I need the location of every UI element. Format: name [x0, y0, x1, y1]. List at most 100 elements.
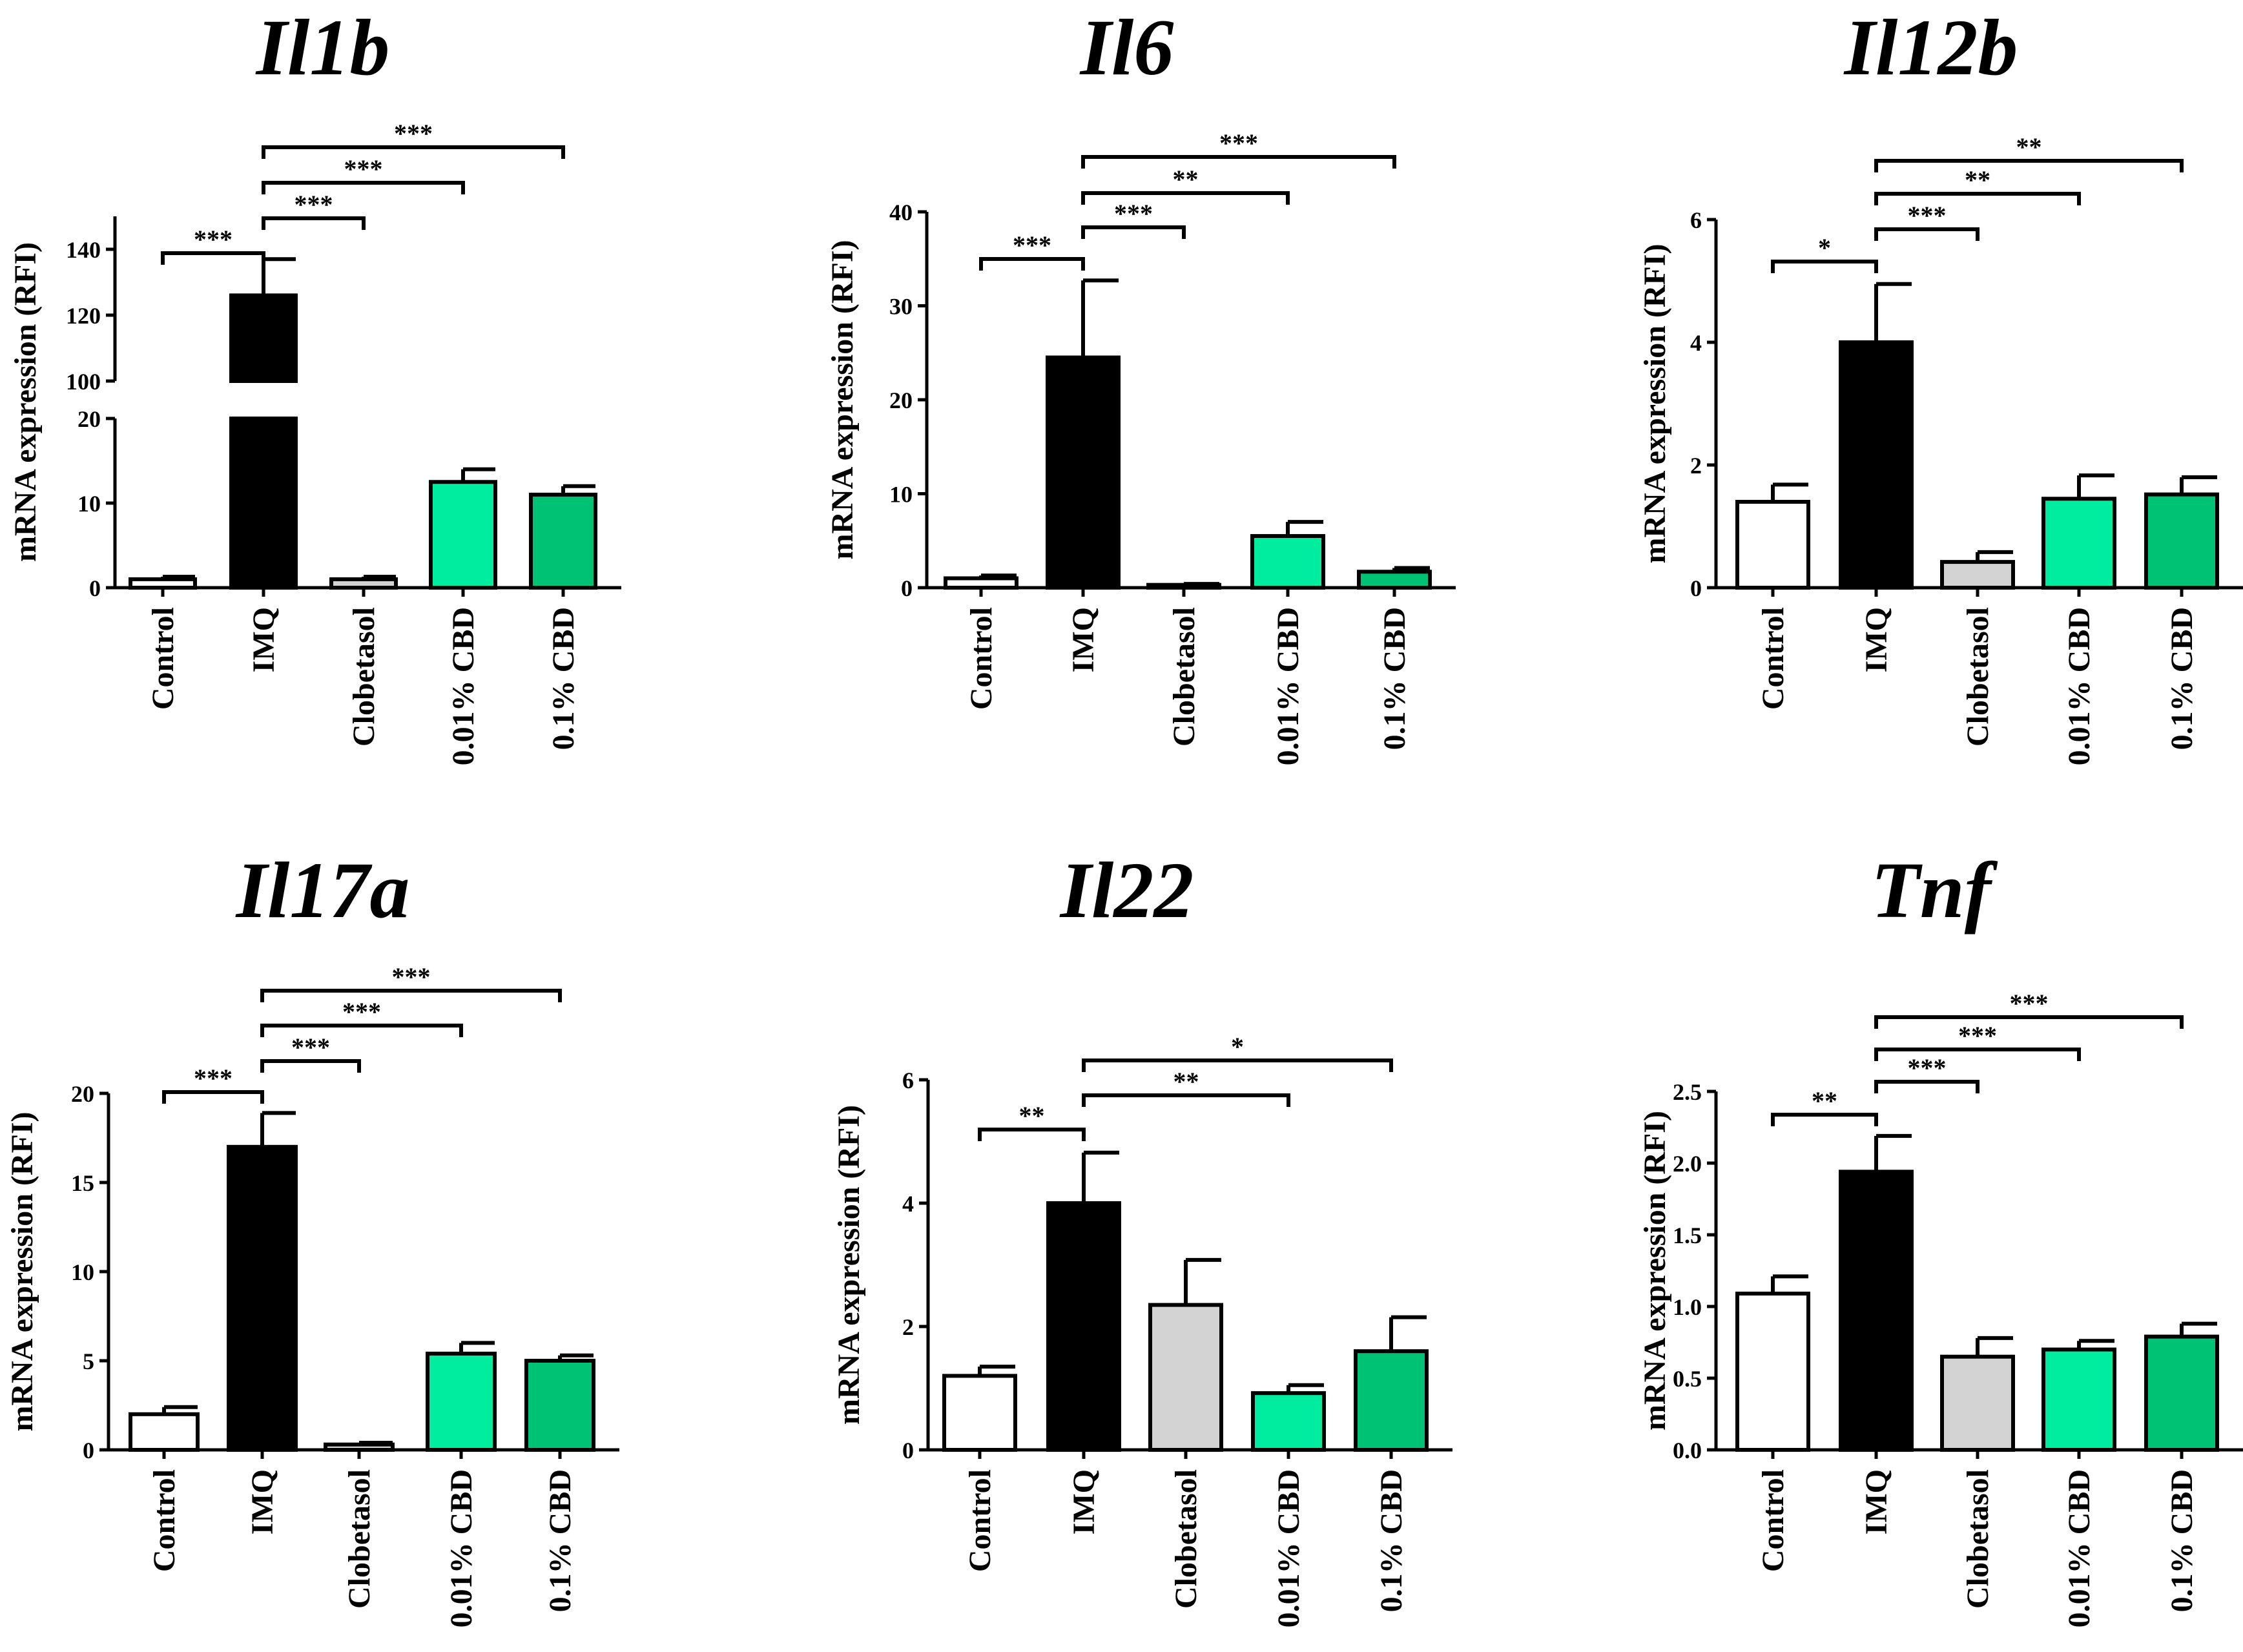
x-tick-label: 0.1% CBD — [1374, 1469, 1409, 1612]
y-tick-label: 10 — [78, 491, 101, 517]
significance-label: *** — [1908, 201, 1947, 230]
x-tick-label: IMQ — [1859, 1469, 1894, 1534]
y-tick-label: 2 — [1690, 453, 1702, 479]
bar-imq — [227, 1144, 298, 1452]
bar-0-01-cbd — [2041, 497, 2116, 590]
y-axis-label: mRNA expression (RFI) — [8, 242, 43, 562]
significance-bracket — [1082, 1093, 1290, 1107]
y-axis-label: mRNA expression (RFI) — [1638, 243, 1672, 563]
significance-label: *** — [2010, 989, 2049, 1018]
y-tick-label: 4 — [902, 1191, 914, 1217]
y-tick-label: 140 — [66, 237, 101, 263]
significance-bracket — [260, 1024, 463, 1037]
bar-imq — [1839, 1170, 1914, 1452]
x-tick-label: 0.1% CBD — [543, 1469, 577, 1612]
y-tick-label: 5 — [83, 1348, 94, 1374]
bar-0-01-cbd — [2041, 1347, 2116, 1452]
significance-label: *** — [1114, 199, 1153, 228]
significance-label: *** — [194, 1064, 233, 1093]
x-tick-label: 0.01% CBD — [2062, 607, 2096, 765]
significance-bracket — [979, 257, 1085, 271]
x-tick-label: Control — [963, 1469, 997, 1572]
y-axis-label: mRNA expression (RFI) — [5, 1111, 39, 1431]
significance-bracket — [161, 251, 265, 265]
x-tick-label: 0.1% CBD — [2165, 1469, 2199, 1612]
bar-control — [944, 576, 1018, 590]
bar-0-01-cbd — [1251, 1391, 1326, 1452]
y-tick-label: 0 — [1690, 575, 1702, 601]
y-tick-label: 2.5 — [1673, 1079, 1702, 1105]
x-tick-label: IMQ — [1066, 607, 1101, 672]
significance-label: ** — [1812, 1086, 1837, 1115]
y-tick-label: 20 — [889, 387, 913, 413]
x-tick-label: Control — [1756, 607, 1790, 710]
significance-label: *** — [1908, 1053, 1947, 1082]
x-tick-label: 0.01% CBD — [2062, 1469, 2096, 1627]
chart-panel-il22: Il22 mRNA expression (RFI) 0 2 4 6 Control IMQ C… — [832, 846, 1452, 1627]
bar-imq-lower — [229, 417, 298, 590]
y-tick-label: 1.0 — [1673, 1294, 1702, 1320]
chart-panel-il6: Il6 mRNA expression (RFI) 0 10 20 30 40 Control… — [825, 3, 1456, 765]
bar-0-01-cbd — [1250, 533, 1325, 590]
y-tick-label: 0.0 — [1673, 1438, 1702, 1463]
significance-label: ** — [2016, 132, 2042, 161]
x-tick-label: 0.01% CBD — [1271, 607, 1305, 765]
bar-0-1-cbd — [1357, 570, 1432, 590]
y-tick-label: 4 — [1690, 330, 1702, 356]
y-tick-label: 30 — [889, 294, 913, 320]
x-tick-label: Control — [964, 607, 998, 710]
chart-panel-il17a: Il17a mRNA expression (RFI) 0 5 10 15 20 Contro… — [5, 846, 619, 1627]
x-tick-label: Clobetasol — [1961, 1469, 1995, 1609]
significance-bracket — [1874, 192, 2081, 205]
panel-title: Tnf — [1871, 846, 1998, 934]
bar-0-1-cbd — [1354, 1349, 1429, 1452]
y-tick-label: 100 — [66, 369, 101, 395]
chart-panel-tnf: Tnf mRNA expression (RFI)0.0 0.5 1.0 1.5 2.0 2… — [1638, 846, 2243, 1627]
x-tick-label: 0.1% CBD — [546, 607, 581, 750]
bar-imq — [1839, 340, 1914, 590]
x-tick-label: Clobetasol — [1961, 607, 1995, 747]
significance-bracket — [1874, 1015, 2184, 1029]
y-tick-label: 20 — [71, 1081, 94, 1107]
x-tick-label: Control — [146, 607, 180, 710]
chart-panel-il1b: Il1b mRNA expression (RFI) 0 10 20 100 120 140 C… — [8, 3, 621, 765]
significance-bracket — [1771, 260, 1878, 273]
significance-label: *** — [295, 190, 333, 219]
x-tick-label: Clobetasol — [342, 1469, 377, 1609]
bar-imq — [229, 293, 298, 383]
significance-bracket — [1081, 225, 1186, 239]
y-tick-label: 0.5 — [1673, 1366, 1702, 1392]
y-tick-label: 2 — [902, 1314, 914, 1340]
panel-title: Il6 — [1079, 3, 1174, 92]
y-tick-label: 6 — [902, 1068, 914, 1093]
chart-panel-il12b: Il12b mRNA expression (RFI) 0 2 4 6 Control IMQ… — [1638, 3, 2243, 765]
significance-label: *** — [342, 997, 381, 1026]
x-tick-label: IMQ — [247, 607, 281, 672]
significance-bracket — [1771, 1113, 1878, 1126]
bar-0-01-cbd — [426, 1351, 497, 1452]
significance-bracket — [262, 216, 366, 230]
y-tick-label: 120 — [66, 303, 101, 329]
bar-0-1-cbd — [2144, 1334, 2219, 1452]
panel-title: Il1b — [255, 3, 390, 92]
bar-control — [942, 1374, 1017, 1452]
x-tick-label: 0.1% CBD — [2165, 607, 2199, 750]
x-tick-label: 0.01% CBD — [446, 607, 481, 765]
bar-clobetasol — [1940, 1354, 2015, 1452]
bar-imq — [1046, 1201, 1121, 1452]
y-tick-label: 6 — [1690, 207, 1702, 233]
bar-control — [1735, 500, 1810, 590]
significance-label: *** — [194, 225, 233, 254]
bar-control — [1735, 1292, 1810, 1452]
y-tick-label: 20 — [78, 406, 101, 432]
bar-0-01-cbd — [429, 480, 497, 590]
bar-0-1-cbd — [524, 1359, 595, 1452]
significance-bracket — [260, 1059, 361, 1073]
significance-bracket — [1874, 227, 1979, 241]
significance-bracket — [978, 1128, 1086, 1141]
significance-label: * — [1818, 233, 1831, 262]
x-tick-label: Clobetasol — [1169, 1469, 1203, 1609]
significance-label: ** — [1019, 1101, 1045, 1130]
significance-label: *** — [344, 154, 383, 183]
